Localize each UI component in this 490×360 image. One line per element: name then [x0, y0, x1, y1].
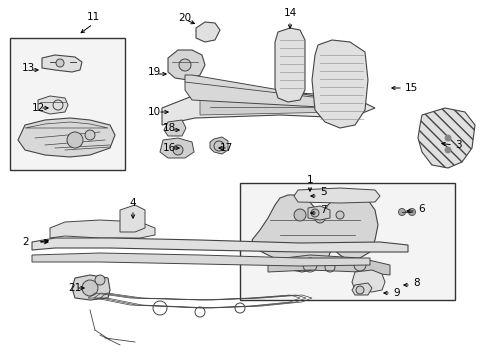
Circle shape: [179, 59, 191, 71]
Bar: [10, 38, 125, 170]
Polygon shape: [275, 28, 305, 102]
Polygon shape: [185, 75, 338, 108]
Polygon shape: [162, 92, 375, 125]
Text: 4: 4: [130, 198, 136, 208]
Polygon shape: [308, 206, 330, 220]
Bar: [240, 183, 455, 300]
Text: 7: 7: [320, 205, 327, 215]
Polygon shape: [352, 283, 372, 295]
Circle shape: [173, 145, 183, 155]
Circle shape: [82, 280, 98, 296]
Polygon shape: [42, 55, 82, 72]
Polygon shape: [352, 270, 385, 292]
Text: 15: 15: [405, 83, 418, 93]
Text: 20: 20: [178, 13, 191, 23]
Text: 11: 11: [86, 12, 99, 22]
Text: 3: 3: [455, 140, 462, 150]
Text: 5: 5: [320, 187, 327, 197]
Circle shape: [85, 130, 95, 140]
Polygon shape: [72, 275, 110, 300]
Circle shape: [445, 147, 451, 153]
Polygon shape: [160, 138, 194, 158]
Text: 10: 10: [148, 107, 161, 117]
Polygon shape: [294, 188, 380, 203]
Text: 17: 17: [220, 143, 233, 153]
Polygon shape: [418, 108, 475, 168]
Text: 14: 14: [283, 8, 296, 18]
Text: 1: 1: [307, 175, 313, 185]
Polygon shape: [168, 50, 205, 80]
Polygon shape: [200, 97, 360, 115]
Text: 2: 2: [22, 237, 28, 247]
Polygon shape: [312, 40, 368, 128]
Polygon shape: [18, 118, 115, 157]
Text: 12: 12: [32, 103, 45, 113]
Polygon shape: [210, 137, 228, 154]
Polygon shape: [196, 22, 220, 42]
Circle shape: [336, 211, 344, 219]
Text: 6: 6: [418, 204, 425, 214]
Text: 9: 9: [393, 288, 400, 298]
Circle shape: [56, 59, 64, 67]
Circle shape: [445, 135, 451, 141]
Polygon shape: [164, 120, 186, 136]
Polygon shape: [32, 253, 370, 266]
Text: 18: 18: [163, 123, 176, 133]
Text: 21: 21: [68, 283, 81, 293]
Circle shape: [311, 209, 319, 217]
Text: 16: 16: [163, 143, 176, 153]
Text: 8: 8: [413, 278, 419, 288]
Polygon shape: [38, 96, 68, 114]
Circle shape: [95, 275, 105, 285]
Text: 13: 13: [22, 63, 35, 73]
Text: 19: 19: [148, 67, 161, 77]
Circle shape: [356, 286, 364, 294]
Polygon shape: [32, 238, 408, 252]
Circle shape: [67, 132, 83, 148]
Polygon shape: [50, 220, 155, 238]
Polygon shape: [120, 205, 145, 232]
Circle shape: [409, 208, 416, 216]
Circle shape: [315, 213, 325, 223]
Polygon shape: [252, 195, 378, 272]
Circle shape: [294, 209, 306, 221]
Circle shape: [398, 208, 406, 216]
Polygon shape: [268, 255, 390, 275]
